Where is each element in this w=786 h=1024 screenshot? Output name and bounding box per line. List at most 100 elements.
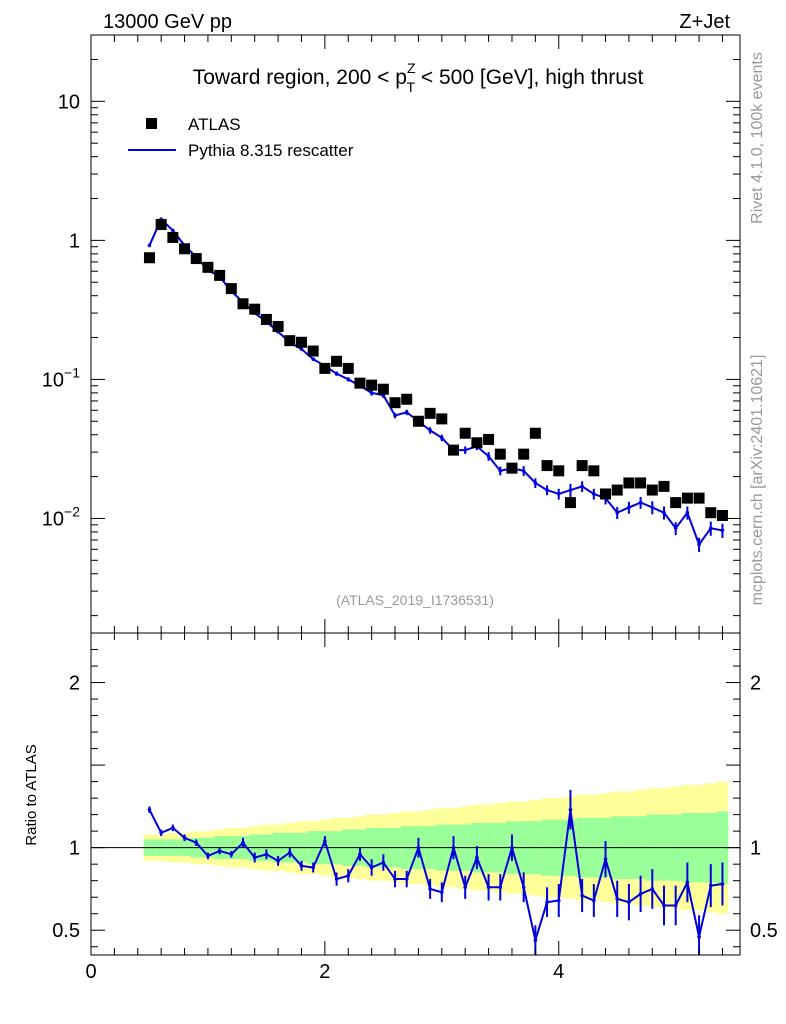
ratio-point: [241, 840, 245, 845]
main-y-tick-label: 10−2: [42, 503, 80, 530]
atlas-point: [705, 507, 717, 519]
ratio-point: [650, 887, 655, 891]
atlas-point: [646, 484, 658, 496]
ratio-point: [603, 857, 608, 862]
atlas-point: [389, 397, 401, 409]
ratio-point: [287, 850, 292, 855]
legend-pythia-label: Pythia 8.315 rescatter: [188, 141, 354, 160]
atlas-point: [295, 336, 307, 348]
atlas-point: [225, 283, 237, 295]
atlas-point: [284, 335, 296, 347]
ratio-point: [697, 935, 701, 939]
atlas-point: [600, 488, 612, 500]
tick-base: 10: [42, 508, 64, 530]
pythia-point: [720, 528, 725, 533]
tick-base: 10: [42, 369, 64, 391]
energy-label: 13000 GeV pp: [103, 11, 232, 33]
atlas-point: [401, 393, 413, 405]
tick-exponent: −2: [64, 503, 80, 519]
ratio-point: [556, 898, 561, 903]
pythia-point: [346, 377, 351, 382]
title-part-1: Toward region, 200 < p: [193, 66, 407, 89]
atlas-point: [529, 427, 541, 439]
atlas-point: [249, 303, 261, 315]
atlas-point: [588, 465, 600, 477]
ratio-point: [311, 865, 315, 870]
ratio-point: [708, 883, 713, 888]
pythia-point: [369, 391, 374, 395]
pythia-point: [521, 469, 526, 473]
ratio-y-tick-label: 0.5: [52, 920, 80, 942]
x-tick-label: 4: [553, 961, 564, 983]
ratio-point: [510, 845, 514, 850]
ratio-point: [404, 877, 409, 881]
pythia-point: [580, 484, 584, 489]
ratio-y-tick-label: 1: [69, 838, 80, 860]
ratio-point: [276, 859, 280, 863]
pythia-point: [299, 347, 304, 351]
ratio-point: [545, 900, 549, 904]
ratio-point: [217, 849, 222, 853]
pythia-point: [708, 526, 713, 531]
pythia-point: [533, 481, 538, 485]
atlas-point: [354, 377, 366, 389]
atlas-point: [576, 460, 588, 472]
legend: ATLAS Pythia 8.315 rescatter: [128, 115, 354, 160]
pythia-point: [311, 357, 315, 361]
ratio-point: [264, 852, 269, 857]
atlas-point: [670, 497, 682, 509]
ratio-y-label: Ratio to ATLAS: [23, 744, 40, 845]
pythia-point: [697, 542, 701, 547]
ratio-point: [638, 892, 643, 896]
atlas-point: [143, 252, 155, 264]
atlas-point: [658, 480, 670, 492]
ratio-point: [369, 865, 374, 870]
ratio-point: [533, 938, 538, 942]
pythia-point: [147, 243, 152, 248]
ratio-point: [428, 887, 432, 891]
pythia-point: [627, 505, 631, 510]
atlas-point: [190, 253, 202, 265]
ratio-point: [416, 845, 421, 850]
main-y-tick-label: 10: [58, 91, 80, 113]
pythia-point: [486, 454, 491, 459]
atlas-point: [179, 243, 191, 255]
ratio-point: [662, 903, 666, 908]
ratio-point: [323, 839, 327, 843]
ratio-point: [451, 845, 456, 850]
atlas-point: [377, 383, 389, 395]
ratio-point: [685, 880, 690, 885]
ratio-point: [171, 826, 175, 830]
atlas-point: [506, 462, 518, 474]
ratio-point: [393, 877, 397, 881]
ratio-point: [673, 903, 678, 908]
atlas-point: [635, 477, 647, 489]
ratio-panel: 0.5 0.5 1 1 2 2 0 2 4 Ratio to ATLAS: [23, 632, 778, 983]
ratio-point: [627, 900, 631, 904]
pythia-point: [334, 371, 339, 376]
pythia-point: [673, 526, 678, 531]
ratio-point: [592, 898, 596, 903]
ratio-point: [147, 807, 152, 812]
atlas-point: [681, 492, 693, 504]
ratio-x-axis: 0 2 4: [85, 633, 723, 983]
ratio-y-tick-label-right: 1: [750, 838, 761, 860]
ratio-plot-area: [91, 781, 740, 955]
ratio-point: [159, 831, 163, 835]
pythia-point: [428, 428, 432, 433]
atlas-point: [307, 345, 319, 357]
pythia-point: [498, 469, 503, 473]
atlas-point: [260, 313, 272, 325]
ratio-point: [440, 890, 444, 895]
pythia-series-line: [148, 217, 723, 547]
atlas-point: [167, 231, 179, 243]
ratio-point: [346, 873, 351, 878]
atlas-point: [471, 437, 483, 449]
atlas-point: [541, 460, 553, 472]
pythia-point: [685, 510, 690, 515]
ratio-point: [720, 882, 725, 886]
x-tick-label: 2: [319, 961, 330, 983]
pythia-point: [638, 500, 643, 505]
